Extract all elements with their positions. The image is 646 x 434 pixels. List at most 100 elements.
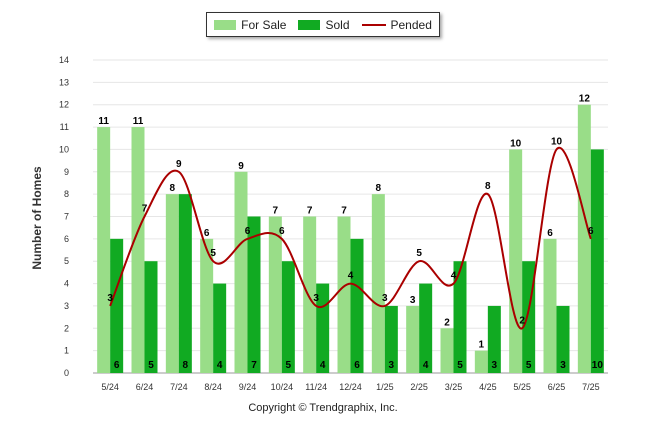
bar-for-sale — [543, 238, 557, 373]
x-tick-label: 3/25 — [445, 382, 463, 392]
data-label-for-sale: 8 — [376, 183, 382, 194]
legend-item-sold[interactable]: Sold — [298, 17, 350, 32]
bar-sold — [487, 305, 501, 373]
bar-sold — [556, 305, 570, 373]
bar-sold — [453, 261, 467, 373]
copyright-text: Copyright © Trendgraphix, Inc. — [248, 402, 398, 414]
y-tick-label: 6 — [64, 234, 69, 244]
data-label-sold: 5 — [457, 360, 463, 371]
bar-for-sale — [406, 305, 420, 373]
x-tick-label: 7/25 — [582, 382, 600, 392]
data-label-sold: 8 — [183, 360, 189, 371]
x-tick-label: 5/25 — [513, 382, 531, 392]
bar-sold — [144, 261, 158, 373]
data-label-pended: 5 — [416, 248, 422, 259]
legend-swatch-pended — [361, 23, 386, 26]
y-tick-label: 11 — [60, 122, 69, 132]
bar-sold — [213, 283, 227, 373]
data-label-pended: 7 — [142, 204, 148, 215]
bar-sold — [590, 149, 604, 373]
x-tick-label: 7/24 — [170, 382, 188, 392]
bar-sold — [247, 216, 261, 373]
data-label-sold: 7 — [251, 360, 257, 371]
data-label-pended: 4 — [348, 271, 354, 282]
legend-label-sold: Sold — [325, 17, 350, 32]
bar-for-sale — [371, 194, 385, 373]
legend-item-for-sale[interactable]: For Sale — [214, 18, 286, 32]
bar-for-sale — [303, 216, 317, 373]
y-tick-label: 9 — [64, 167, 69, 177]
x-tick-label: 4/25 — [479, 382, 497, 392]
data-label-for-sale: 10 — [510, 138, 522, 149]
bar-for-sale — [509, 149, 523, 373]
data-label-pended: 6 — [588, 226, 594, 237]
y-tick-label: 8 — [64, 189, 69, 199]
data-label-pended: 2 — [519, 315, 525, 326]
y-tick-label: 5 — [64, 256, 69, 266]
bar-sold — [178, 194, 192, 373]
data-label-sold: 6 — [114, 360, 120, 371]
legend: For Sale Sold Pended — [206, 12, 440, 37]
x-axis-ticks: 5/24 6/24 7/24 8/24 9/24 10/24 11/24 12/24 1/25 2… — [101, 382, 599, 392]
data-label-for-sale: 9 — [238, 161, 244, 172]
bar-for-sale — [440, 328, 454, 373]
data-label-pended: 4 — [451, 271, 457, 282]
data-label-for-sale: 8 — [170, 183, 176, 194]
data-label-sold: 4 — [423, 360, 429, 371]
data-label-pended: 3 — [107, 293, 113, 304]
data-label-for-sale: 11 — [133, 116, 144, 127]
x-tick-label: 12/24 — [339, 382, 362, 392]
bar-sold — [281, 261, 295, 373]
data-label-pended: 5 — [210, 248, 216, 259]
data-label-pended: 10 — [551, 136, 563, 147]
legend-item-pended[interactable]: Pended — [361, 17, 432, 32]
bar-sold — [384, 305, 398, 373]
data-label-for-sale: 6 — [547, 228, 553, 239]
x-tick-label: 5/24 — [101, 382, 119, 392]
data-label-pended: 6 — [245, 226, 251, 237]
pended-line — [109, 146, 592, 330]
bar-sold — [419, 283, 433, 373]
bar-for-sale — [234, 171, 248, 373]
data-label-sold: 5 — [526, 360, 532, 371]
bar-for-sale — [268, 216, 282, 373]
bar-for-sale — [165, 194, 179, 373]
data-label-sold: 3 — [560, 360, 566, 371]
legend-label-for-sale: For Sale — [241, 17, 287, 32]
x-tick-label: 11/24 — [305, 382, 327, 392]
data-label-sold: 4 — [217, 360, 223, 371]
y-tick-label: 0 — [64, 368, 69, 378]
bars — [97, 104, 604, 373]
data-label-sold: 10 — [592, 360, 604, 371]
data-label-for-sale: 7 — [307, 206, 313, 217]
x-tick-label: 2/25 — [410, 382, 428, 392]
y-axis-label: Number of Homes — [30, 166, 44, 270]
data-label-pended: 3 — [382, 293, 388, 304]
line-pended — [109, 146, 592, 330]
data-label-sold: 3 — [389, 360, 395, 371]
y-tick-label: 12 — [59, 100, 69, 110]
legend-label-pended: Pended — [390, 17, 432, 32]
data-label-for-sale: 2 — [444, 317, 450, 328]
data-label-for-sale: 3 — [410, 295, 416, 306]
y-tick-label: 1 — [64, 346, 69, 356]
bar-sold — [110, 238, 124, 373]
data-label-for-sale: 7 — [341, 206, 347, 217]
data-label-for-sale: 12 — [579, 94, 591, 105]
data-label-sold: 6 — [354, 360, 360, 371]
y-tick-label: 3 — [64, 301, 69, 311]
data-label-for-sale: 11 — [98, 116, 109, 127]
x-tick-label: 10/24 — [271, 382, 294, 392]
y-tick-label: 2 — [64, 323, 69, 333]
data-label-for-sale: 6 — [204, 228, 210, 239]
bar-for-sale — [200, 238, 214, 373]
y-tick-label: 7 — [64, 212, 69, 222]
data-label-sold: 3 — [492, 360, 498, 371]
y-tick-label: 10 — [59, 144, 69, 154]
legend-swatch-for-sale — [214, 19, 237, 30]
y-tick-label: 13 — [59, 77, 69, 87]
bar-for-sale — [131, 127, 145, 373]
bar-for-sale — [474, 350, 488, 373]
